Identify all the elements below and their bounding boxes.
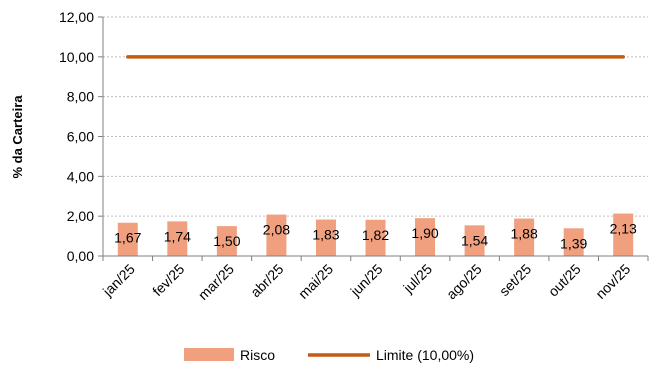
bar-data-label: 1,39 (560, 235, 587, 251)
x-tick-label: mar/25 (195, 261, 237, 303)
axes: 0,00 2,00 4,00 6,00 8,00 10,00 12,00 jan/25 fev/… (59, 9, 649, 303)
bar-risco (266, 214, 287, 256)
legend-swatch-risco (184, 348, 234, 361)
x-tick-label: mai/25 (295, 261, 336, 302)
x-tick-label: fev/25 (149, 261, 187, 299)
bar-data-label: 1,50 (213, 233, 240, 249)
legend-label-risco: Risco (240, 347, 275, 363)
bar-data-label: 1,82 (362, 227, 389, 243)
bar-data-label: 1,88 (511, 226, 538, 242)
bar-risco (415, 218, 436, 256)
bar-risco (613, 213, 634, 256)
bar-data-label: 1,83 (312, 227, 339, 243)
bar-risco (464, 225, 485, 256)
x-tick-label: jan/25 (99, 261, 138, 300)
y-tick-label: 10,00 (59, 49, 94, 65)
y-tick-label: 2,00 (67, 208, 94, 224)
y-tick-label: 4,00 (67, 168, 94, 184)
x-tick-label: jun/25 (347, 261, 386, 300)
y-tick-label: 0,00 (67, 248, 94, 264)
legend-label-limite: Limite (10,00%) (376, 347, 474, 363)
data-labels: 1,67 1,74 1,50 2,08 1,83 1,82 1,90 1,54 1,88 1,39… (114, 221, 637, 252)
bar-data-label: 1,74 (164, 228, 191, 244)
bar-risco (167, 221, 188, 256)
legend: Risco Limite (10,00%) (184, 347, 474, 363)
bar-data-label: 1,67 (114, 230, 141, 246)
x-tick-label: jul/25 (399, 261, 435, 297)
bar-risco (216, 226, 237, 256)
y-axis-title: % da Carteira (10, 95, 25, 179)
bar-data-label: 1,90 (411, 225, 438, 241)
bar-data-label: 2,08 (263, 222, 290, 238)
bar-risco (563, 228, 584, 256)
y-tick-label: 6,00 (67, 129, 94, 145)
bar-risco (315, 219, 336, 256)
grid (103, 16, 648, 217)
y-tick-label: 12,00 (59, 9, 94, 25)
bar-risco (514, 218, 535, 256)
x-tick-label: nov/25 (592, 261, 633, 302)
y-tick-label: 8,00 (67, 89, 94, 105)
bar-data-label: 2,13 (610, 221, 637, 237)
bar-risco (365, 219, 386, 256)
x-tick-label: set/25 (496, 261, 534, 299)
x-tick-label: ago/25 (443, 261, 485, 303)
x-tick-label: abr/25 (247, 261, 287, 301)
x-tick-label: out/25 (545, 261, 584, 300)
bars (117, 213, 634, 256)
bar-risco (117, 222, 138, 256)
bar-data-label: 1,54 (461, 232, 488, 248)
